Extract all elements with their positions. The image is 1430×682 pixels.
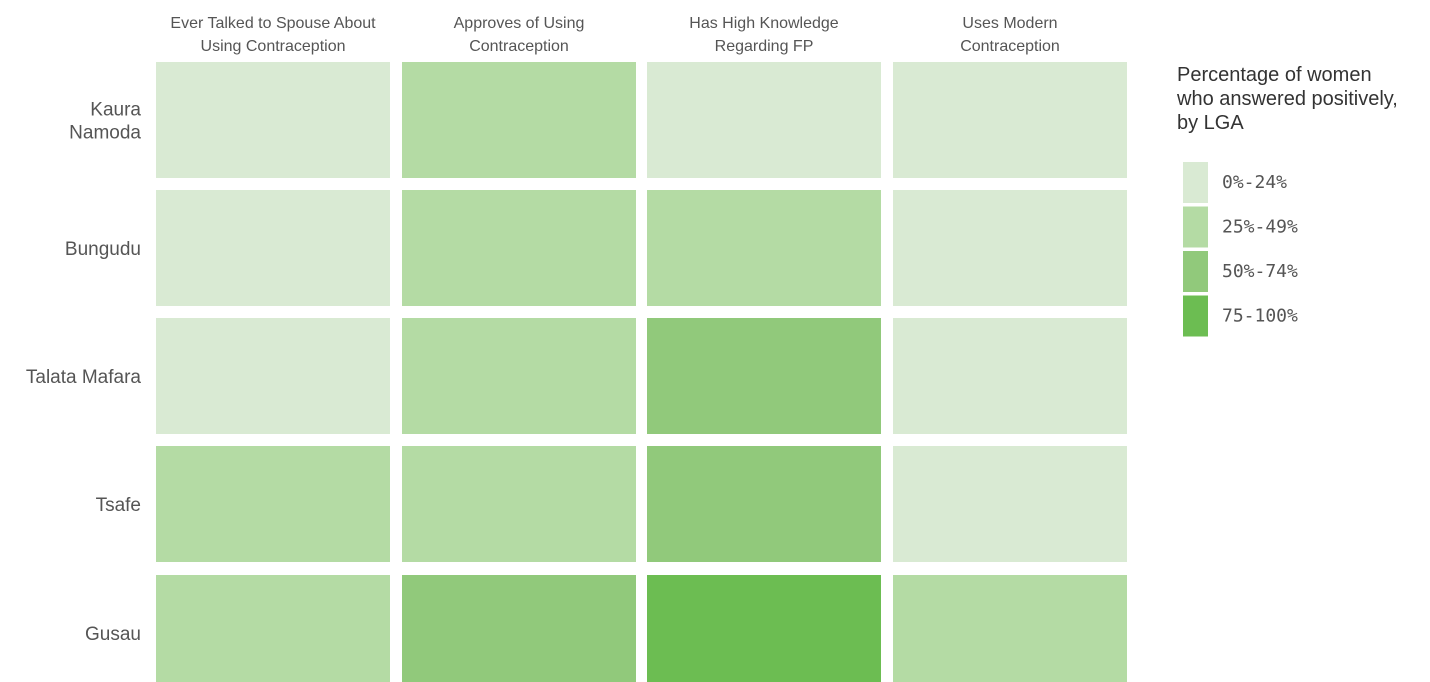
heatmap-cell <box>156 190 390 306</box>
heatmap-cell <box>402 318 636 434</box>
column-labels: Ever Talked to Spouse About Using Contrac… <box>170 15 1059 55</box>
heatmap-cell <box>402 446 636 562</box>
legend: Percentage of women who answered positive… <box>1176 64 1398 337</box>
heatmap-cell <box>156 318 390 434</box>
heatmap-cells <box>156 62 1127 682</box>
row-labels: Kaura Namoda Bungudu Talata Mafara Tsafe Gusa… <box>26 100 142 646</box>
heatmap-cell <box>893 190 1127 306</box>
legend-title-text: Percentage of women who answered positive… <box>1176 64 1398 134</box>
column-label: Uses Modern Contraception <box>960 15 1060 55</box>
column-label: Ever Talked to Spouse About Using Contrac… <box>170 15 376 55</box>
row-label: Kaura Namoda <box>69 100 141 144</box>
row-label: Talata Mafara <box>26 367 142 388</box>
legend-swatch <box>1183 295 1208 337</box>
heatmap-cell <box>156 575 390 682</box>
legend-items: 0%-24% 25%-49% 50%-74% 75-100% <box>1183 162 1298 337</box>
legend-label: 50%-74% <box>1222 261 1298 282</box>
heatmap-cell <box>156 62 390 178</box>
heatmap-cell <box>402 190 636 306</box>
legend-swatch <box>1183 251 1208 292</box>
row-label: Tsafe <box>96 495 141 516</box>
column-label: Approves of Using Contraception <box>454 15 585 55</box>
row-label: Bungudu <box>65 239 141 260</box>
legend-swatch <box>1183 206 1208 248</box>
heatmap-cell <box>402 575 636 682</box>
heatmap-cell <box>893 575 1127 682</box>
heatmap-cell <box>647 190 881 306</box>
heatmap-cell <box>647 446 881 562</box>
heatmap-cell <box>893 446 1127 562</box>
heatmap-cell <box>647 62 881 178</box>
heatmap-cell <box>402 62 636 178</box>
legend-label: 25%-49% <box>1222 217 1298 238</box>
legend-title: Percentage of women who answered positive… <box>1176 64 1398 134</box>
heatmap-cell <box>156 446 390 562</box>
heatmap-cell <box>893 318 1127 434</box>
heatmap-cell <box>893 62 1127 178</box>
heatmap-cell <box>647 575 881 682</box>
row-label: Gusau <box>85 624 141 645</box>
legend-label: 75-100% <box>1222 306 1298 327</box>
legend-swatch <box>1183 162 1208 203</box>
column-label: Has High Knowledge Regarding FP <box>689 15 839 55</box>
legend-label: 0%-24% <box>1222 172 1287 193</box>
heatmap-cell <box>647 318 881 434</box>
